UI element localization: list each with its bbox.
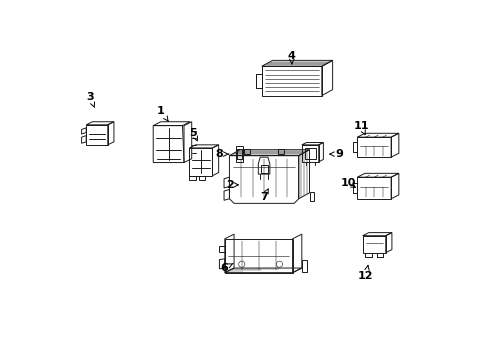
Text: 8: 8 — [215, 149, 228, 159]
Text: 6: 6 — [220, 263, 233, 273]
Text: 9: 9 — [329, 149, 343, 159]
Text: 4: 4 — [287, 50, 295, 64]
Text: 12: 12 — [357, 265, 373, 281]
Text: 11: 11 — [353, 121, 368, 135]
Text: 10: 10 — [341, 178, 356, 188]
Polygon shape — [237, 149, 241, 159]
Text: 2: 2 — [226, 180, 238, 190]
Text: 1: 1 — [157, 106, 168, 121]
Text: 3: 3 — [86, 92, 94, 108]
Text: 5: 5 — [189, 127, 197, 141]
Text: 7: 7 — [260, 189, 268, 202]
